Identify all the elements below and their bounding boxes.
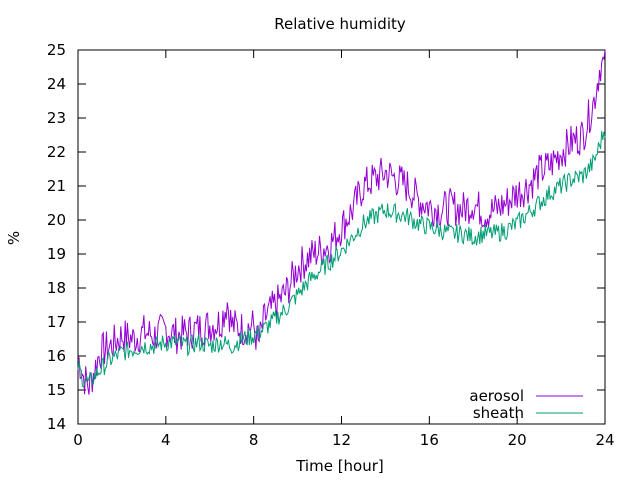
y-tick-label: 21 <box>47 177 66 195</box>
y-axis-label: % <box>5 231 23 245</box>
y-tick-label: 24 <box>47 75 66 93</box>
x-tick-label: 16 <box>420 431 439 449</box>
x-axis-label: Time [hour] <box>295 457 384 475</box>
chart-title: Relative humidity <box>274 15 406 33</box>
y-tick-label: 16 <box>47 347 66 365</box>
y-tick-label: 15 <box>47 381 66 399</box>
y-tick-label: 14 <box>47 415 66 433</box>
x-tick-label: 8 <box>249 431 259 449</box>
x-tick-label: 4 <box>161 431 171 449</box>
y-tick-label: 17 <box>47 313 66 331</box>
series-layer <box>77 50 606 395</box>
x-tick-label: 0 <box>73 431 83 449</box>
y-tick-label: 23 <box>47 109 66 127</box>
ticks: 0 4 8 12 16 20 24 14 15 16 17 18 19 20 21 22 23 24 25 <box>47 41 615 449</box>
legend-label-aerosol: aerosol <box>469 387 524 405</box>
x-tick-label: 20 <box>508 431 527 449</box>
y-tick-label: 25 <box>47 41 66 59</box>
series-line-aerosol <box>77 50 606 395</box>
x-tick-label: 12 <box>332 431 351 449</box>
y-tick-label: 22 <box>47 143 66 161</box>
y-tick-label: 18 <box>47 279 66 297</box>
y-tick-label: 20 <box>47 211 66 229</box>
x-tick-label: 24 <box>595 431 614 449</box>
y-tick-label: 19 <box>47 245 66 263</box>
legend-label-sheath: sheath <box>473 404 524 422</box>
series-line-sheath <box>77 130 606 388</box>
